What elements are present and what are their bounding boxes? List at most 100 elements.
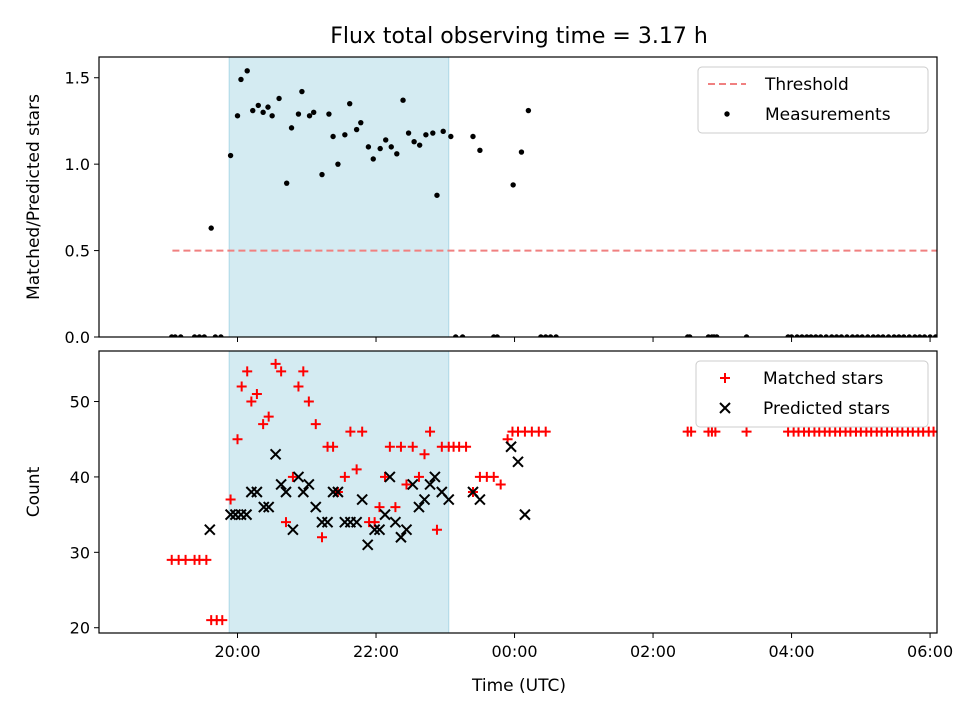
measurement-point (823, 334, 829, 337)
panel-ratio: 0.0 0.5 1.0 1.5 Matched/Predicted stars Thres… (24, 56, 959, 347)
predicted-star-point (373, 523, 386, 536)
matched-star-point (328, 441, 339, 452)
predicted-star-point (224, 508, 237, 521)
predicted-star-point (512, 456, 524, 468)
legend-label: Threshold (764, 75, 849, 95)
measurement-point (330, 133, 336, 140)
matched-star-point (276, 366, 287, 377)
predicted-star-point (280, 486, 292, 498)
measurement-point (525, 107, 532, 114)
matched-star-point (741, 426, 752, 437)
measurement-point (538, 334, 544, 337)
legend-matched-swatch (720, 373, 730, 383)
measurement-point (388, 144, 394, 150)
matched-star-point (298, 366, 309, 377)
matched-star-point (944, 427, 954, 437)
matched-star-point (351, 464, 362, 475)
y-axis-label: Count (24, 466, 44, 517)
measurement-point (411, 138, 417, 145)
measurement-point (799, 334, 805, 337)
plot-area (166, 358, 960, 626)
measurement-point (306, 113, 313, 119)
measurement-point (808, 334, 814, 337)
matched-star-point (431, 524, 442, 535)
measurement-point (714, 334, 720, 337)
predicted-star-point (251, 486, 263, 498)
measurement-point (310, 109, 317, 116)
measurement-point (875, 334, 881, 337)
predicted-star-point (292, 471, 305, 483)
matched-star-point (425, 426, 436, 437)
measurement-point (927, 334, 933, 337)
matched-star-point (380, 471, 391, 482)
predicted-star-point (287, 523, 299, 536)
axes-frame (98, 56, 938, 338)
matched-star-point (293, 381, 304, 392)
measurement-point (178, 334, 184, 337)
measurement-point (859, 334, 865, 337)
chart-title: Flux total observing time = 3.17 h (330, 24, 708, 49)
predicted-star-point (413, 501, 425, 513)
matched-star-point (287, 471, 298, 482)
matched-star-point (949, 427, 959, 437)
matched-star-point (955, 427, 960, 437)
matched-star-point (258, 419, 269, 430)
measurement-point (238, 76, 244, 83)
legend-box (695, 360, 929, 428)
measurement-point (276, 95, 282, 102)
matched-star-point (201, 554, 212, 565)
predicted-star-point (303, 478, 315, 491)
measurement-point (172, 334, 178, 337)
measurement-point (452, 334, 459, 337)
matched-star-point (270, 358, 281, 369)
predicted-star-point (362, 539, 374, 551)
matched-star-point (225, 494, 236, 505)
legend: Matched stars Predicted stars (695, 360, 929, 428)
predicted-star-point (407, 478, 419, 491)
measurement-point (854, 334, 861, 337)
legend-predicted-swatch (719, 402, 731, 414)
matched-star-point (686, 426, 697, 437)
measurement-point (201, 334, 207, 337)
measurement-point (938, 334, 943, 339)
predicted-star-point (356, 493, 368, 506)
measurement-point (342, 132, 348, 138)
matched-star-point (242, 366, 253, 377)
measurement-point (295, 111, 302, 117)
measurement-point (896, 334, 902, 337)
x-tick-label: 00:00 (491, 642, 537, 661)
predicted-star-point (389, 516, 402, 528)
measurement-point (838, 334, 845, 337)
measurement-point (191, 334, 198, 337)
measurement-point (283, 180, 290, 186)
predicted-star-point (474, 493, 486, 506)
matched-star-point (317, 532, 328, 543)
predicted-star-point (310, 501, 322, 513)
predicted-star-point (368, 523, 381, 536)
measurement-point (954, 334, 959, 339)
measurement-point (932, 334, 937, 337)
measurement-point (813, 334, 819, 337)
plot-area (169, 68, 959, 339)
predicted-star-point (332, 486, 344, 498)
predicted-star-point (395, 531, 407, 543)
measurement-point (326, 111, 332, 117)
measurement-point (788, 334, 795, 337)
measurement-point (218, 334, 224, 337)
measurement-point (943, 334, 948, 339)
matched-star-point (303, 396, 314, 407)
matched-star-point (263, 411, 274, 422)
x-tick-label: 02:00 (630, 642, 676, 661)
measurement-point (547, 334, 554, 337)
panel-counts: 20:00 22:00 00:00 02:00 04:00 06:00 20 30 40 50 Co… (24, 350, 960, 661)
matched-star-point (251, 388, 262, 399)
predicted-star-point (505, 441, 517, 453)
y-tick-label: 0.0 (65, 328, 90, 347)
x-tick-label: 22:00 (353, 642, 399, 661)
predicted-star-point (429, 471, 441, 483)
measurement-point (901, 334, 907, 337)
measurement-point (494, 334, 500, 337)
measurement-point (434, 192, 440, 198)
measurement-point (518, 149, 525, 155)
matched-star-point (345, 426, 356, 437)
